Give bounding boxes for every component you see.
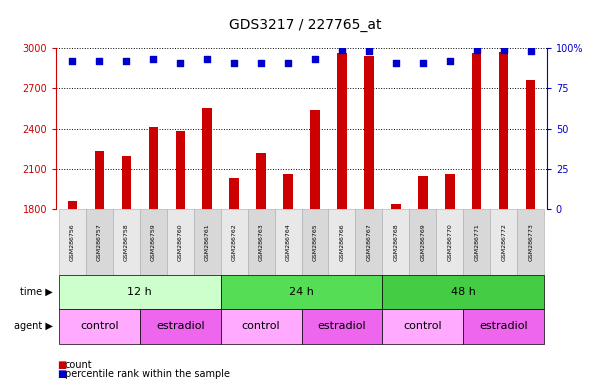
Point — [472, 46, 481, 53]
Point — [256, 60, 266, 66]
Bar — [175, 131, 185, 209]
Text: ■: ■ — [57, 369, 67, 379]
Text: GSM286766: GSM286766 — [340, 223, 345, 261]
Text: GSM286768: GSM286768 — [393, 223, 398, 261]
Point — [175, 60, 185, 66]
Text: GSM286763: GSM286763 — [258, 223, 263, 261]
Text: control: control — [403, 321, 442, 331]
Text: control: control — [242, 321, 280, 331]
Text: count: count — [65, 360, 92, 370]
Bar — [310, 110, 320, 209]
Point — [418, 60, 428, 66]
Text: GSM286771: GSM286771 — [474, 223, 479, 261]
Text: GSM286770: GSM286770 — [447, 223, 452, 261]
Bar — [418, 176, 428, 209]
Text: control: control — [80, 321, 119, 331]
Point — [526, 48, 536, 54]
Text: GSM286758: GSM286758 — [124, 223, 129, 261]
Text: time ▶: time ▶ — [20, 287, 53, 297]
Point — [202, 56, 212, 62]
Text: estradiol: estradiol — [156, 321, 205, 331]
Text: GSM286767: GSM286767 — [367, 223, 371, 261]
Point — [95, 58, 104, 64]
Point — [391, 60, 401, 66]
Text: agent ▶: agent ▶ — [14, 321, 53, 331]
Bar — [364, 56, 374, 209]
Bar — [526, 80, 535, 209]
Point — [283, 60, 293, 66]
Point — [310, 56, 320, 62]
Text: GSM286756: GSM286756 — [70, 223, 75, 261]
Text: GSM286773: GSM286773 — [528, 223, 533, 261]
Point — [122, 58, 131, 64]
Text: estradiol: estradiol — [318, 321, 366, 331]
Text: GSM286761: GSM286761 — [205, 223, 210, 261]
Text: 48 h: 48 h — [451, 287, 476, 297]
Bar — [337, 53, 346, 209]
Bar — [229, 179, 239, 209]
Bar — [202, 109, 212, 209]
Text: 24 h: 24 h — [289, 287, 314, 297]
Bar — [472, 53, 481, 209]
Text: percentile rank within the sample: percentile rank within the sample — [65, 369, 230, 379]
Point — [337, 46, 347, 53]
Bar — [257, 153, 266, 209]
Text: ■: ■ — [57, 360, 67, 370]
Bar — [122, 156, 131, 209]
Text: GSM286764: GSM286764 — [285, 223, 291, 261]
Text: GSM286762: GSM286762 — [232, 223, 236, 261]
Point — [364, 48, 374, 54]
Bar — [284, 174, 293, 209]
Point — [67, 58, 77, 64]
Bar — [148, 127, 158, 209]
Point — [229, 60, 239, 66]
Bar — [68, 201, 77, 209]
Point — [148, 56, 158, 62]
Text: GSM286772: GSM286772 — [501, 223, 506, 261]
Bar — [445, 174, 455, 209]
Point — [499, 46, 508, 53]
Text: GDS3217 / 227765_at: GDS3217 / 227765_at — [229, 18, 382, 32]
Text: 12 h: 12 h — [128, 287, 152, 297]
Point — [445, 58, 455, 64]
Text: GSM286769: GSM286769 — [420, 223, 425, 261]
Bar — [391, 204, 401, 209]
Text: GSM286760: GSM286760 — [178, 223, 183, 261]
Text: GSM286759: GSM286759 — [151, 223, 156, 261]
Text: GSM286765: GSM286765 — [312, 223, 318, 261]
Text: estradiol: estradiol — [480, 321, 528, 331]
Text: GSM286757: GSM286757 — [97, 223, 102, 261]
Bar — [95, 152, 104, 209]
Bar — [499, 52, 508, 209]
